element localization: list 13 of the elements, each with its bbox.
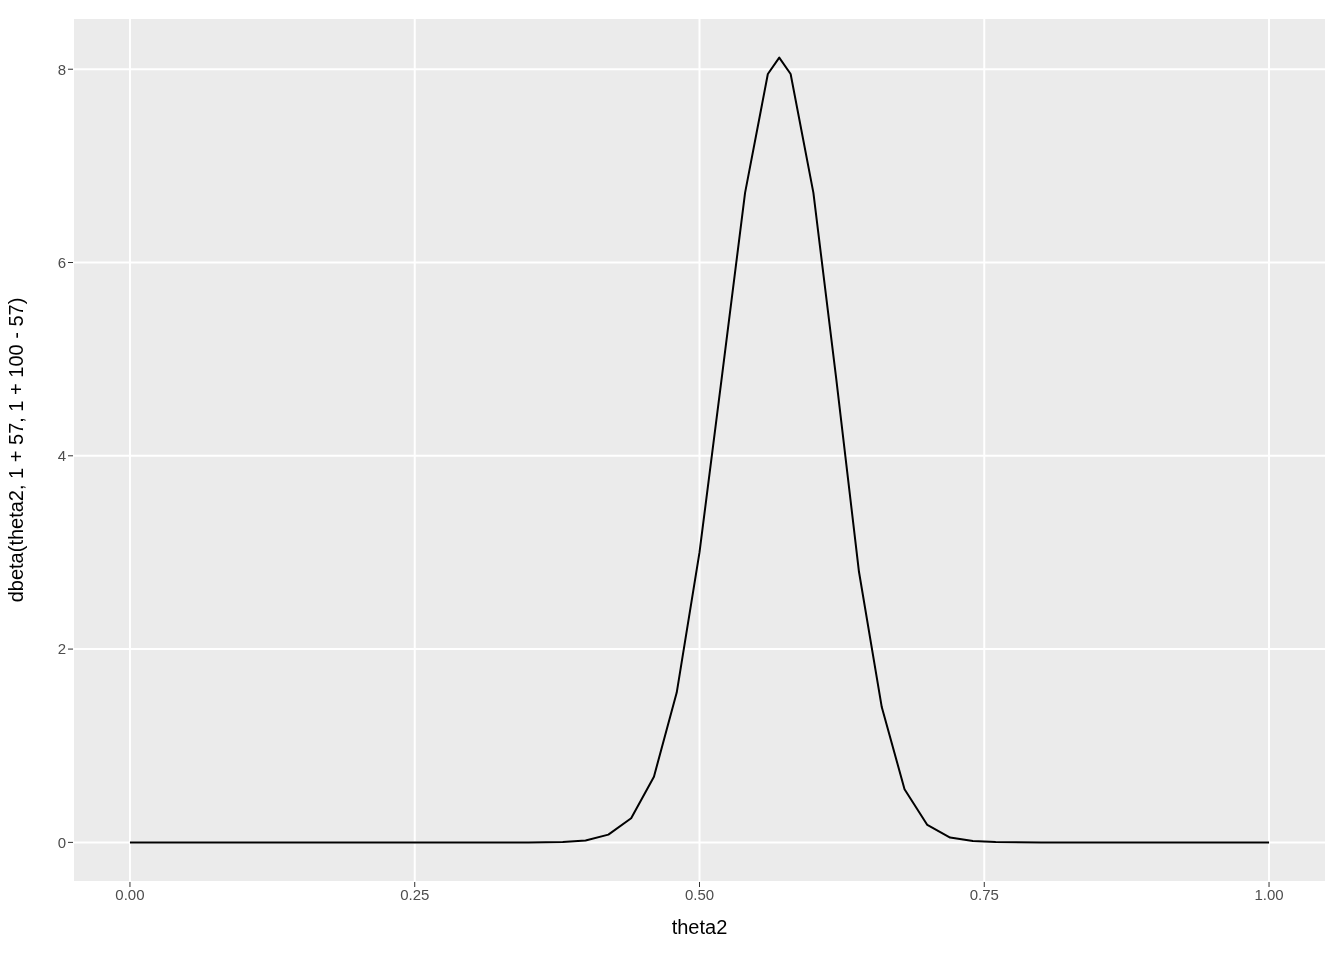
- y-tick-label: 0: [57, 833, 66, 851]
- y-tick-label: 8: [57, 60, 66, 78]
- x-tick-label: 0.75: [969, 885, 999, 903]
- x-axis-title: theta2: [671, 916, 728, 938]
- line-series: [128, 56, 1271, 844]
- x-tick-label: 0.50: [684, 885, 715, 903]
- y-tick-label: 4: [57, 447, 66, 465]
- x-tick-label: 0.25: [400, 885, 430, 903]
- y-tick-label: 6: [57, 253, 66, 271]
- x-tick-label: 1.00: [1254, 885, 1284, 903]
- y-axis-title: dbeta(theta2, 1 + 57, 1 + 100 - 57): [5, 297, 28, 603]
- x-tick-label: 0.00: [115, 885, 145, 903]
- y-tick-label: 2: [57, 640, 66, 658]
